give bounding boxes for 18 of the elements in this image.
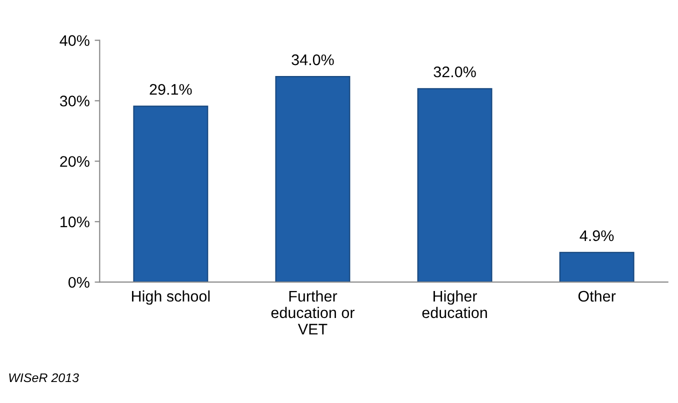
text: WISeR 2013: [9, 373, 79, 382]
y-tick-label: 0%: [68, 276, 90, 288]
x-tick-label: High school: [132, 290, 210, 305]
data-label: 34.0%: [292, 54, 334, 66]
bar: [275, 76, 350, 282]
y-tick-label: 10%: [60, 216, 90, 228]
y-tick-label: 30%: [60, 96, 90, 106]
bar: [133, 106, 208, 282]
x-tick-label: Other: [578, 290, 616, 302]
y-tick-label: 20%: [60, 156, 90, 167]
data-label: 32.0%: [434, 66, 476, 78]
bar: [559, 252, 634, 282]
x-tick-label: Further education or VET: [271, 290, 355, 334]
data-label: 4.9%: [580, 230, 614, 242]
x-tick-label: Higher education: [422, 290, 487, 318]
y-tick-label: 40%: [60, 35, 90, 46]
data-label: 29.1%: [150, 84, 192, 95]
bar: [417, 88, 492, 282]
